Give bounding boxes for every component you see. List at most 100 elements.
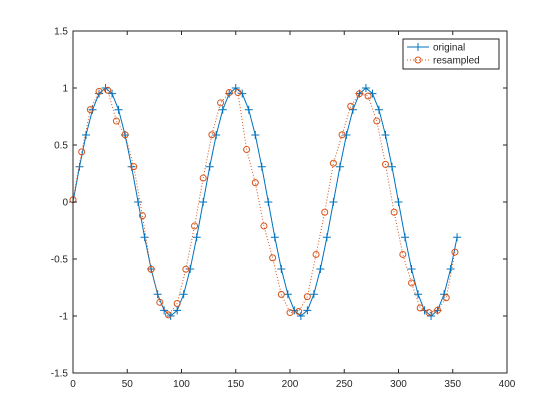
data-point-resampled-8	[138, 212, 146, 220]
y-tick-label: 1	[62, 84, 68, 95]
data-point-resampled-36	[381, 160, 389, 168]
data-point-original-7	[114, 105, 123, 114]
legend-box	[402, 38, 500, 70]
data-point-resampled-28	[312, 250, 320, 258]
data-point-resampled-38	[399, 250, 407, 258]
data-point-original-38	[316, 265, 325, 274]
data-point-resampled-22	[260, 222, 268, 230]
data-point-resampled-3	[95, 87, 103, 95]
data-point-resampled-19	[234, 89, 242, 97]
data-point-original-17	[179, 290, 188, 299]
data-point-original-33	[283, 290, 292, 299]
data-point-resampled-39	[408, 279, 416, 287]
data-point-original-21	[205, 162, 214, 171]
y-tick-label: 0.5	[54, 141, 68, 152]
data-point-original-11	[140, 233, 149, 242]
data-point-original-40	[329, 198, 338, 206]
data-point-original-6	[108, 89, 117, 98]
x-tick-label: 350	[444, 379, 461, 390]
x-tick-label: 100	[173, 379, 190, 390]
x-tick-label: 0	[70, 379, 76, 390]
data-point-resampled-20	[243, 146, 251, 154]
data-point-resampled-30	[329, 159, 337, 167]
data-point-original-19	[192, 233, 201, 242]
data-point-original-16	[173, 306, 182, 315]
data-point-resampled-12	[173, 299, 181, 307]
data-point-resampled-15	[199, 174, 207, 182]
data-point-resampled-41	[425, 309, 433, 317]
data-point-resampled-2	[86, 106, 94, 114]
y-tick-label: 0	[62, 198, 68, 209]
data-point-original-30	[264, 198, 273, 206]
data-point-resampled-4	[104, 86, 112, 94]
legend-marker-resampled	[414, 56, 422, 64]
data-point-original-58	[446, 265, 455, 274]
data-point-original-28	[251, 130, 260, 139]
legend-label-resampled: resampled	[433, 56, 480, 67]
legend-entry-resampled: resampled	[407, 56, 480, 67]
x-tick-label: 250	[336, 379, 353, 390]
data-point-original-20	[199, 198, 208, 206]
data-point-original-22	[212, 130, 221, 139]
data-point-resampled-23	[269, 254, 277, 262]
data-point-resampled-32	[347, 102, 355, 110]
data-point-resampled-13	[182, 265, 190, 273]
data-point-resampled-43	[442, 294, 450, 302]
data-point-original-48	[381, 130, 390, 139]
data-point-original-36	[303, 306, 312, 315]
data-point-original-39	[322, 233, 331, 242]
data-point-original-18	[186, 265, 195, 274]
series-layer	[69, 84, 462, 320]
data-point-resampled-17	[217, 99, 225, 107]
data-point-resampled-1	[78, 148, 86, 156]
data-point-resampled-37	[390, 208, 398, 216]
x-tick-label: 300	[390, 379, 407, 390]
data-point-resampled-6	[121, 131, 129, 139]
data-point-original-41	[335, 162, 344, 171]
data-point-resampled-10	[156, 298, 164, 306]
data-point-original-50	[394, 198, 403, 206]
data-point-original-47	[374, 105, 383, 114]
data-point-original-42	[342, 130, 351, 139]
x-tick-label: 400	[499, 379, 516, 390]
data-point-original-59	[453, 233, 462, 242]
data-point-original-13	[153, 290, 162, 299]
legend-label-original: original	[433, 43, 465, 54]
series-line-original	[72, 87, 458, 317]
data-point-resampled-34	[364, 92, 372, 100]
data-point-original-51	[401, 233, 410, 242]
data-point-original-53	[414, 290, 423, 299]
y-tick-label: 1.5	[54, 27, 68, 38]
data-point-original-2	[82, 130, 91, 139]
data-point-resampled-40	[416, 304, 424, 312]
data-point-original-52	[407, 265, 416, 274]
y-tick-label: -1.5	[51, 369, 69, 380]
x-tick-label: 150	[227, 379, 244, 390]
y-tick-label: -1	[59, 312, 68, 323]
axes-layer: 0 50 100 150 200 250 300 350 400 -1.5 -1 -0.5 0 0.5 1 1…	[51, 27, 516, 391]
legend-entry-original: original	[407, 43, 465, 54]
data-point-resampled-27	[303, 293, 311, 301]
data-point-resampled-29	[321, 208, 329, 216]
data-point-original-14	[160, 306, 169, 315]
data-point-original-10	[134, 198, 143, 206]
legend-marker-original	[414, 43, 422, 51]
data-point-original-49	[387, 162, 396, 171]
data-point-resampled-25	[286, 309, 294, 317]
data-point-resampled-14	[191, 222, 199, 230]
data-point-original-32	[277, 265, 286, 274]
data-point-original-45	[361, 84, 370, 92]
data-point-resampled-16	[208, 131, 216, 139]
series-resampled	[69, 86, 459, 319]
data-point-resampled-5	[112, 117, 120, 125]
data-point-original-23	[218, 105, 227, 114]
data-point-resampled-33	[355, 90, 363, 98]
data-point-original-29	[257, 162, 266, 171]
data-point-resampled-11	[164, 311, 172, 319]
data-point-resampled-31	[338, 131, 346, 139]
data-point-original-37	[309, 290, 318, 299]
data-point-resampled-44	[451, 248, 459, 256]
data-point-resampled-42	[434, 306, 442, 314]
data-point-original-27	[244, 105, 253, 114]
